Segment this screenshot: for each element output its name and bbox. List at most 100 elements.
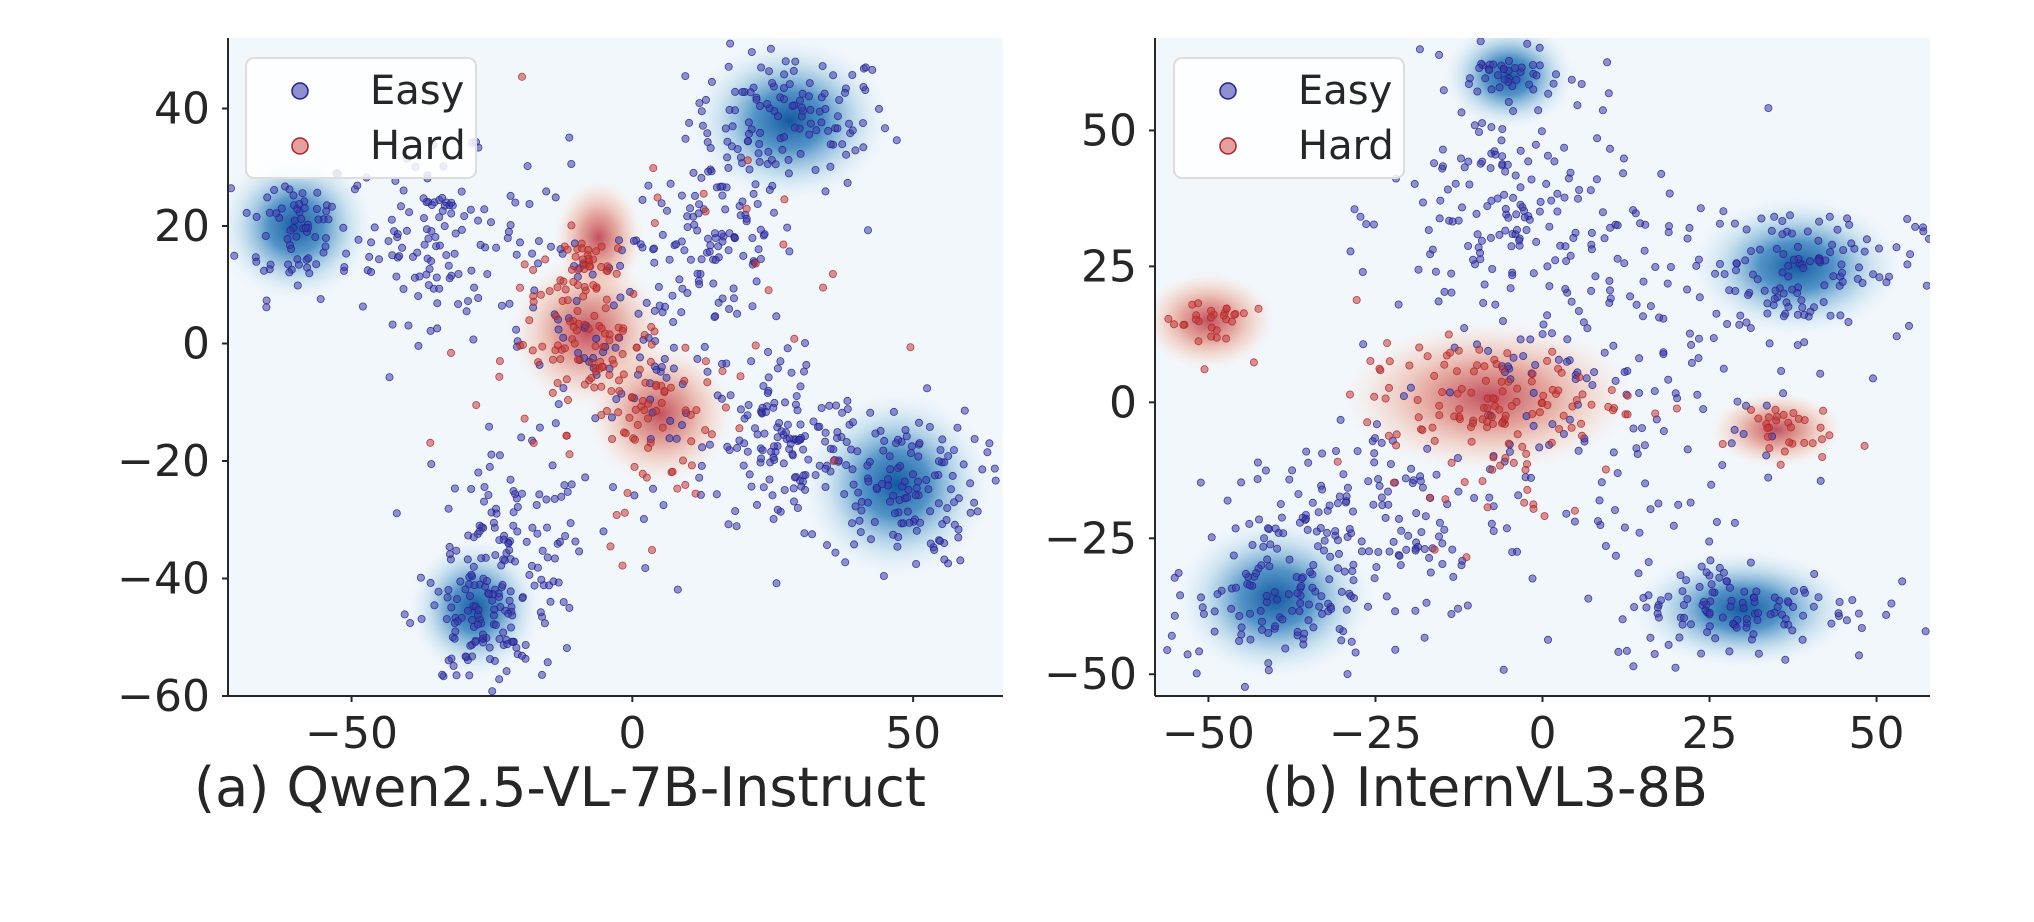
point-hard <box>1763 432 1772 441</box>
point-easy <box>1683 285 1692 294</box>
point-easy <box>791 57 800 66</box>
point-hard <box>592 247 601 256</box>
point-easy <box>780 70 789 79</box>
point-hard <box>1392 441 1401 450</box>
point-easy <box>1460 324 1469 333</box>
point-easy <box>1887 599 1896 608</box>
point-easy <box>1297 582 1306 591</box>
point-easy <box>1305 600 1314 609</box>
point-easy <box>1620 523 1629 532</box>
point-easy <box>666 179 675 188</box>
point-easy <box>277 204 286 213</box>
point-easy <box>612 395 621 404</box>
point-hard <box>619 370 628 379</box>
point-easy <box>1457 108 1466 117</box>
point-hard <box>1522 449 1531 458</box>
point-easy <box>504 227 513 236</box>
point-easy <box>1845 220 1854 229</box>
point-easy <box>1554 355 1563 364</box>
point-easy <box>756 254 765 263</box>
point-hard <box>573 355 582 364</box>
point-easy <box>1235 612 1244 621</box>
point-hard <box>1496 461 1505 470</box>
point-hard <box>1498 419 1507 428</box>
point-easy <box>1695 582 1704 591</box>
point-easy <box>768 491 777 500</box>
point-easy <box>793 406 802 415</box>
point-hard <box>1207 313 1216 322</box>
point-easy <box>985 439 994 448</box>
point-hard <box>1609 406 1618 415</box>
point-easy <box>1778 268 1787 277</box>
point-easy <box>1742 318 1751 327</box>
point-easy <box>413 248 422 257</box>
point-easy <box>311 233 320 242</box>
point-easy <box>732 522 741 531</box>
point-hard <box>1501 453 1510 462</box>
points-layer <box>228 39 1000 696</box>
point-easy <box>900 477 909 486</box>
point-easy <box>896 461 905 470</box>
point-easy <box>370 223 379 232</box>
point-easy <box>535 423 544 432</box>
point-easy <box>1426 568 1435 577</box>
point-easy <box>1646 633 1655 642</box>
point-easy <box>548 461 557 470</box>
point-easy <box>1587 228 1596 237</box>
point-easy <box>680 246 689 255</box>
point-easy <box>1271 524 1280 533</box>
point-hard <box>1460 478 1469 487</box>
point-easy <box>1463 601 1472 610</box>
point-easy <box>751 180 760 189</box>
point-easy <box>1163 646 1172 655</box>
point-hard <box>1385 383 1394 392</box>
point-hard <box>819 283 828 292</box>
point-hard <box>625 413 634 422</box>
point-easy <box>1431 267 1440 276</box>
point-easy <box>1609 341 1618 350</box>
point-easy <box>698 121 707 130</box>
point-easy <box>1315 602 1324 611</box>
point-easy <box>1389 537 1398 546</box>
point-easy <box>1480 280 1489 289</box>
point-easy <box>392 509 401 518</box>
point-easy <box>833 112 842 121</box>
point-easy <box>842 437 851 446</box>
point-easy <box>1749 630 1758 639</box>
point-hard <box>1575 373 1584 382</box>
point-easy <box>554 578 563 587</box>
point-easy <box>1498 125 1507 134</box>
point-easy <box>1680 613 1689 622</box>
density-blob-hard <box>1709 391 1844 468</box>
point-easy <box>943 504 952 513</box>
point-easy <box>959 460 968 469</box>
point-hard <box>585 262 594 271</box>
point-easy <box>744 118 753 127</box>
point-easy <box>1742 623 1751 632</box>
point-easy <box>1483 202 1492 211</box>
point-easy <box>1335 625 1344 634</box>
point-easy <box>473 620 482 629</box>
point-easy <box>543 523 552 532</box>
point-hard <box>580 282 589 291</box>
point-hard <box>602 295 611 304</box>
point-easy <box>736 153 745 162</box>
point-easy <box>669 317 678 326</box>
point-easy <box>1705 608 1714 617</box>
point-easy <box>1501 226 1510 235</box>
point-easy <box>261 231 270 240</box>
point-easy <box>1369 220 1378 229</box>
point-easy <box>1565 415 1574 424</box>
point-hard <box>1363 418 1372 427</box>
point-easy <box>650 258 659 267</box>
point-easy <box>781 428 790 437</box>
point-easy <box>665 434 674 443</box>
point-easy <box>1440 287 1449 296</box>
point-easy <box>1481 74 1490 83</box>
point-hard <box>680 376 689 385</box>
point-easy <box>1264 659 1273 668</box>
point-easy <box>574 348 583 357</box>
point-hard <box>1454 346 1463 355</box>
point-easy <box>1699 405 1708 414</box>
point-hard <box>541 255 550 264</box>
